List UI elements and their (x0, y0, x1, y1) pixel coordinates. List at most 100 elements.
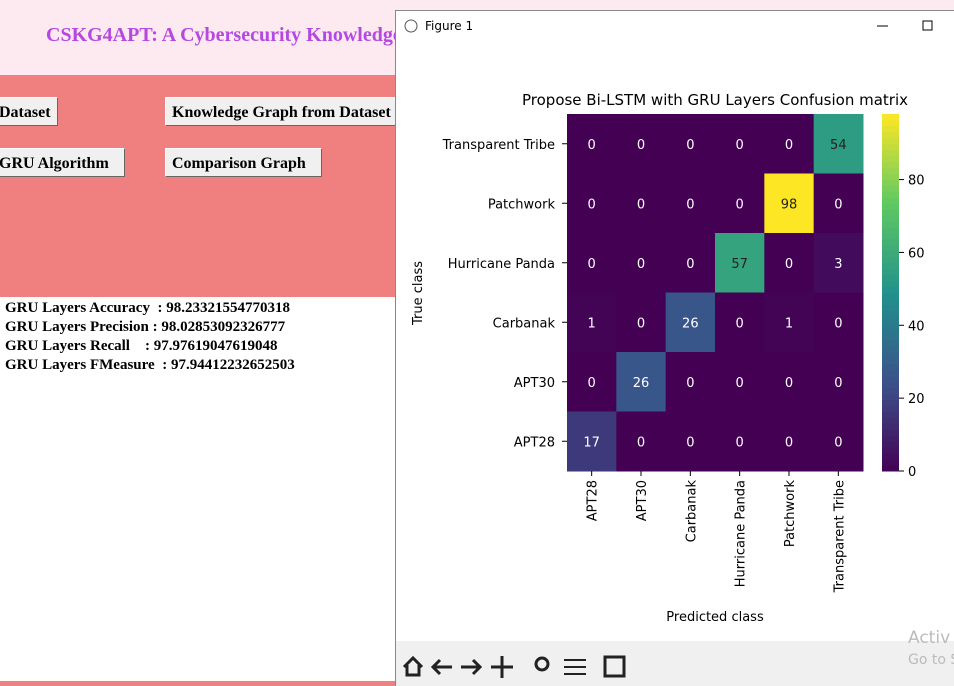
window-icon (404, 19, 418, 33)
cell-label: 0 (785, 376, 793, 391)
cell-label: 0 (588, 138, 596, 153)
cell (567, 173, 617, 234)
back-button[interactable] (430, 658, 452, 676)
result-line: GRU Layers Recall : 97.97619047619048 (5, 338, 278, 354)
colorbar-segment (882, 340, 899, 347)
configure-button[interactable] (564, 659, 586, 675)
cell-label: 0 (736, 316, 744, 331)
cell-label: 0 (785, 435, 793, 450)
button[interactable]: Knowledge Graph from Dataset (165, 97, 425, 126)
colorbar-segment (882, 215, 899, 222)
cell (665, 352, 716, 412)
colorbar-segment (882, 429, 899, 436)
cell (764, 292, 815, 353)
cell (813, 233, 864, 293)
cell (567, 411, 617, 472)
cell-label: 0 (637, 138, 645, 153)
cell-label: 0 (736, 138, 744, 153)
colorbar-segment (882, 298, 899, 305)
result-line: GRU Layers FMeasure : 97.94412232652503 (5, 357, 295, 373)
cell (567, 114, 617, 174)
pan-button[interactable] (491, 656, 513, 678)
cell-label: 57 (731, 257, 748, 272)
y-axis-label: True class (411, 261, 426, 326)
colorbar-segment (882, 256, 899, 264)
colorbar-segment (882, 203, 899, 210)
colorbar-segment (882, 244, 899, 252)
cell-label: 0 (736, 376, 744, 391)
y-tick-label: Carbanak (493, 316, 556, 331)
colorbar-segment (882, 369, 899, 377)
cell-label: 0 (637, 197, 645, 212)
cell-label: 17 (583, 435, 600, 450)
colorbar-segment (882, 435, 899, 442)
cell (665, 233, 716, 293)
save-button[interactable] (603, 655, 626, 678)
cell (715, 411, 765, 472)
cell (813, 114, 864, 174)
colorbar-segment (882, 375, 899, 383)
colorbar-segment (882, 131, 899, 139)
y-tick-label: Hurricane Panda (448, 257, 555, 272)
button[interactable]: Dataset (0, 97, 58, 126)
button[interactable]: Comparison Graph (165, 148, 322, 177)
forward-button[interactable] (461, 658, 483, 676)
colorbar-segment (882, 161, 899, 169)
colorbar-segment (882, 352, 899, 359)
home-button[interactable] (402, 655, 424, 677)
watermark: Activ (908, 628, 950, 648)
colorbar-segment (882, 381, 899, 389)
colorbar-segment (882, 310, 899, 317)
cell-label: 0 (686, 197, 694, 212)
button[interactable]: GRU Algorithm (0, 148, 125, 177)
cell-label: 0 (785, 138, 793, 153)
cell (813, 173, 864, 234)
cell (813, 411, 864, 472)
cell-label: 26 (633, 376, 650, 391)
cell-label: 0 (736, 197, 744, 212)
x-tick-label: Transparent Tribe (832, 480, 847, 593)
colorbar-segment (882, 393, 899, 401)
cell-label: 0 (637, 316, 645, 331)
cell (665, 173, 716, 234)
x-tick-label: APT28 (586, 480, 601, 521)
x-tick-label: Hurricane Panda (734, 480, 749, 587)
cell (616, 114, 667, 174)
colorbar-segment (882, 262, 899, 270)
zoom-button[interactable] (534, 656, 550, 672)
cell-label: 98 (781, 197, 798, 212)
cell-label: 0 (834, 376, 842, 391)
colorbar-segment (882, 280, 899, 288)
colorbar-segment (882, 209, 899, 216)
cell (715, 114, 765, 174)
cell-label: 0 (588, 376, 596, 391)
x-tick-label: Carbanak (684, 480, 699, 543)
maximize[interactable] (922, 20, 933, 31)
cell (616, 352, 667, 412)
colorbar-segment (882, 316, 899, 323)
cell (764, 173, 815, 234)
colorbar-tick-label: 80 (908, 174, 925, 189)
cell-label: 1 (588, 316, 596, 331)
colorbar-tick-label: 60 (908, 246, 925, 261)
colorbar-segment (882, 167, 899, 174)
cell-label: 0 (834, 316, 842, 331)
cell (764, 411, 815, 472)
cell-label: 0 (736, 435, 744, 450)
cell-label: 54 (830, 138, 847, 153)
colorbar-tick-label: 40 (908, 319, 925, 334)
colorbar-segment (882, 334, 899, 341)
colorbar-segment (882, 268, 899, 276)
cell (715, 233, 765, 293)
colorbar-segment (882, 238, 899, 246)
colorbar-segment (882, 322, 899, 329)
figure-window: Figure 1 Propose Bi-LSTM with GRU Layers… (395, 10, 954, 686)
colorbar-segment (882, 227, 899, 234)
cell (813, 352, 864, 412)
colorbar-segment (882, 114, 899, 121)
figure: Figure 1 Propose Bi-LSTM with GRU Layers… (396, 19, 954, 686)
result-line: GRU Layers Accuracy : 98.23321554770318 (5, 300, 290, 316)
colorbar-segment (882, 149, 899, 157)
colorbar-segment (882, 155, 899, 163)
